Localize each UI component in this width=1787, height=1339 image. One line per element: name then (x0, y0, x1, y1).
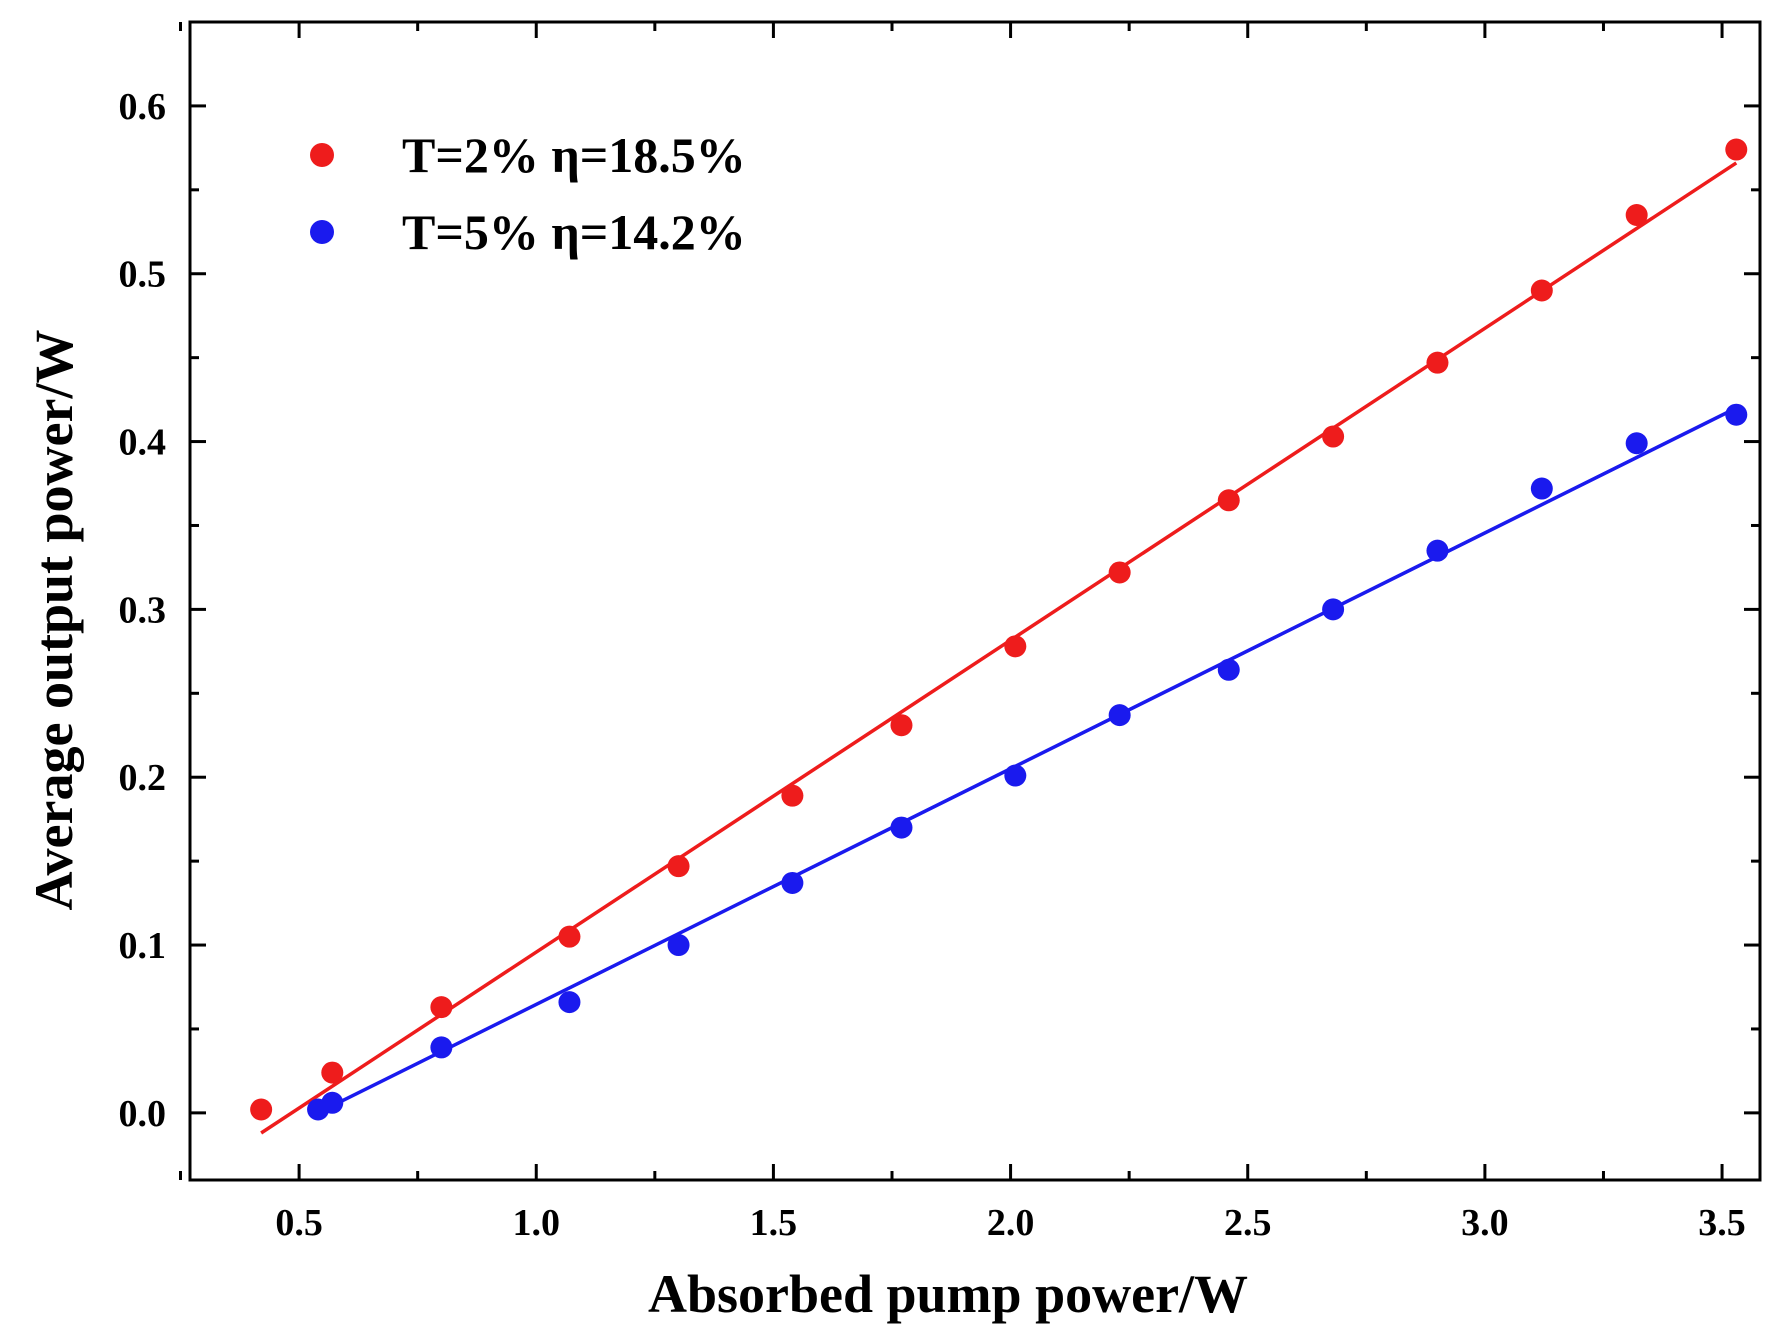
data-point-series-2 (1004, 764, 1027, 787)
y-tick-label: 0.5 (119, 254, 167, 296)
x-axis-ticks: 0.5 1.0 1.5 2.0 2.5 3.0 3.5 (179, 22, 1746, 1244)
legend-label-series-2: T=5% η=14.2% (402, 204, 746, 260)
data-point-series-1 (1426, 351, 1449, 374)
data-point-series-1 (558, 925, 581, 948)
data-point-series-2 (1426, 539, 1449, 562)
data-point-series-2 (558, 991, 581, 1014)
data-point-series-1 (321, 1061, 344, 1084)
x-tick-label: 3.5 (1698, 1202, 1746, 1244)
data-point-series-1 (430, 996, 453, 1019)
data-point-series-2 (1530, 477, 1553, 500)
data-point-series-1 (1530, 279, 1553, 302)
x-tick-label: 1.5 (750, 1202, 798, 1244)
x-tick-label: 2.5 (1224, 1202, 1272, 1244)
y-tick-label: 0.0 (119, 1093, 167, 1135)
y-tick-label: 0.3 (119, 589, 167, 631)
legend: T=2% η=18.5% T=5% η=14.2% (310, 127, 746, 260)
data-point-series-2 (1217, 658, 1240, 681)
y-axis-title: Average output power/W (24, 330, 84, 911)
data-point-series-1 (1725, 138, 1748, 161)
data-point-series-1 (781, 784, 804, 807)
fit-line-series-1 (260, 161, 1738, 1135)
y-tick-label: 0.2 (119, 757, 167, 799)
data-point-series-2 (1322, 598, 1345, 621)
legend-marker-series-2 (310, 220, 334, 244)
legend-marker-series-1 (310, 143, 334, 167)
data-point-series-1 (1108, 561, 1131, 584)
x-tick-label: 0.5 (275, 1202, 323, 1244)
data-point-series-1 (667, 855, 690, 878)
data-point-series-2 (667, 934, 690, 957)
x-tick-label: 1.0 (513, 1202, 561, 1244)
data-point-series-1 (250, 1098, 273, 1121)
data-point-series-1 (1625, 204, 1648, 226)
data-point-series-1 (1322, 425, 1345, 448)
fit-lines (260, 161, 1738, 1135)
fit-line-series-2 (317, 406, 1738, 1115)
data-point-series-2 (430, 1036, 453, 1059)
data-point-series-2 (890, 816, 913, 839)
x-tick-label: 3.0 (1461, 1202, 1509, 1244)
data-point-series-1 (1217, 489, 1240, 512)
x-tick-label: 2.0 (987, 1202, 1035, 1244)
data-point-series-2 (781, 871, 804, 894)
y-tick-label: 0.1 (119, 925, 167, 967)
data-point-series-2 (1625, 432, 1648, 455)
y-tick-label: 0.6 (119, 86, 167, 128)
data-point-series-2 (321, 1091, 344, 1114)
data-point-series-2 (1108, 704, 1131, 727)
x-axis-title: Absorbed pump power/W (648, 1264, 1248, 1324)
legend-label-series-1: T=2% η=18.5% (402, 127, 746, 183)
data-point-series-2 (1725, 403, 1748, 426)
data-point-series-1 (890, 714, 913, 737)
plot-frame (188, 20, 1762, 1182)
y-tick-label: 0.4 (119, 422, 167, 464)
data-points (250, 138, 1748, 1121)
data-point-series-1 (1004, 635, 1027, 658)
y-axis-ticks: 0.0 0.1 0.2 0.3 0.4 0.5 0.6 (119, 86, 1760, 1135)
